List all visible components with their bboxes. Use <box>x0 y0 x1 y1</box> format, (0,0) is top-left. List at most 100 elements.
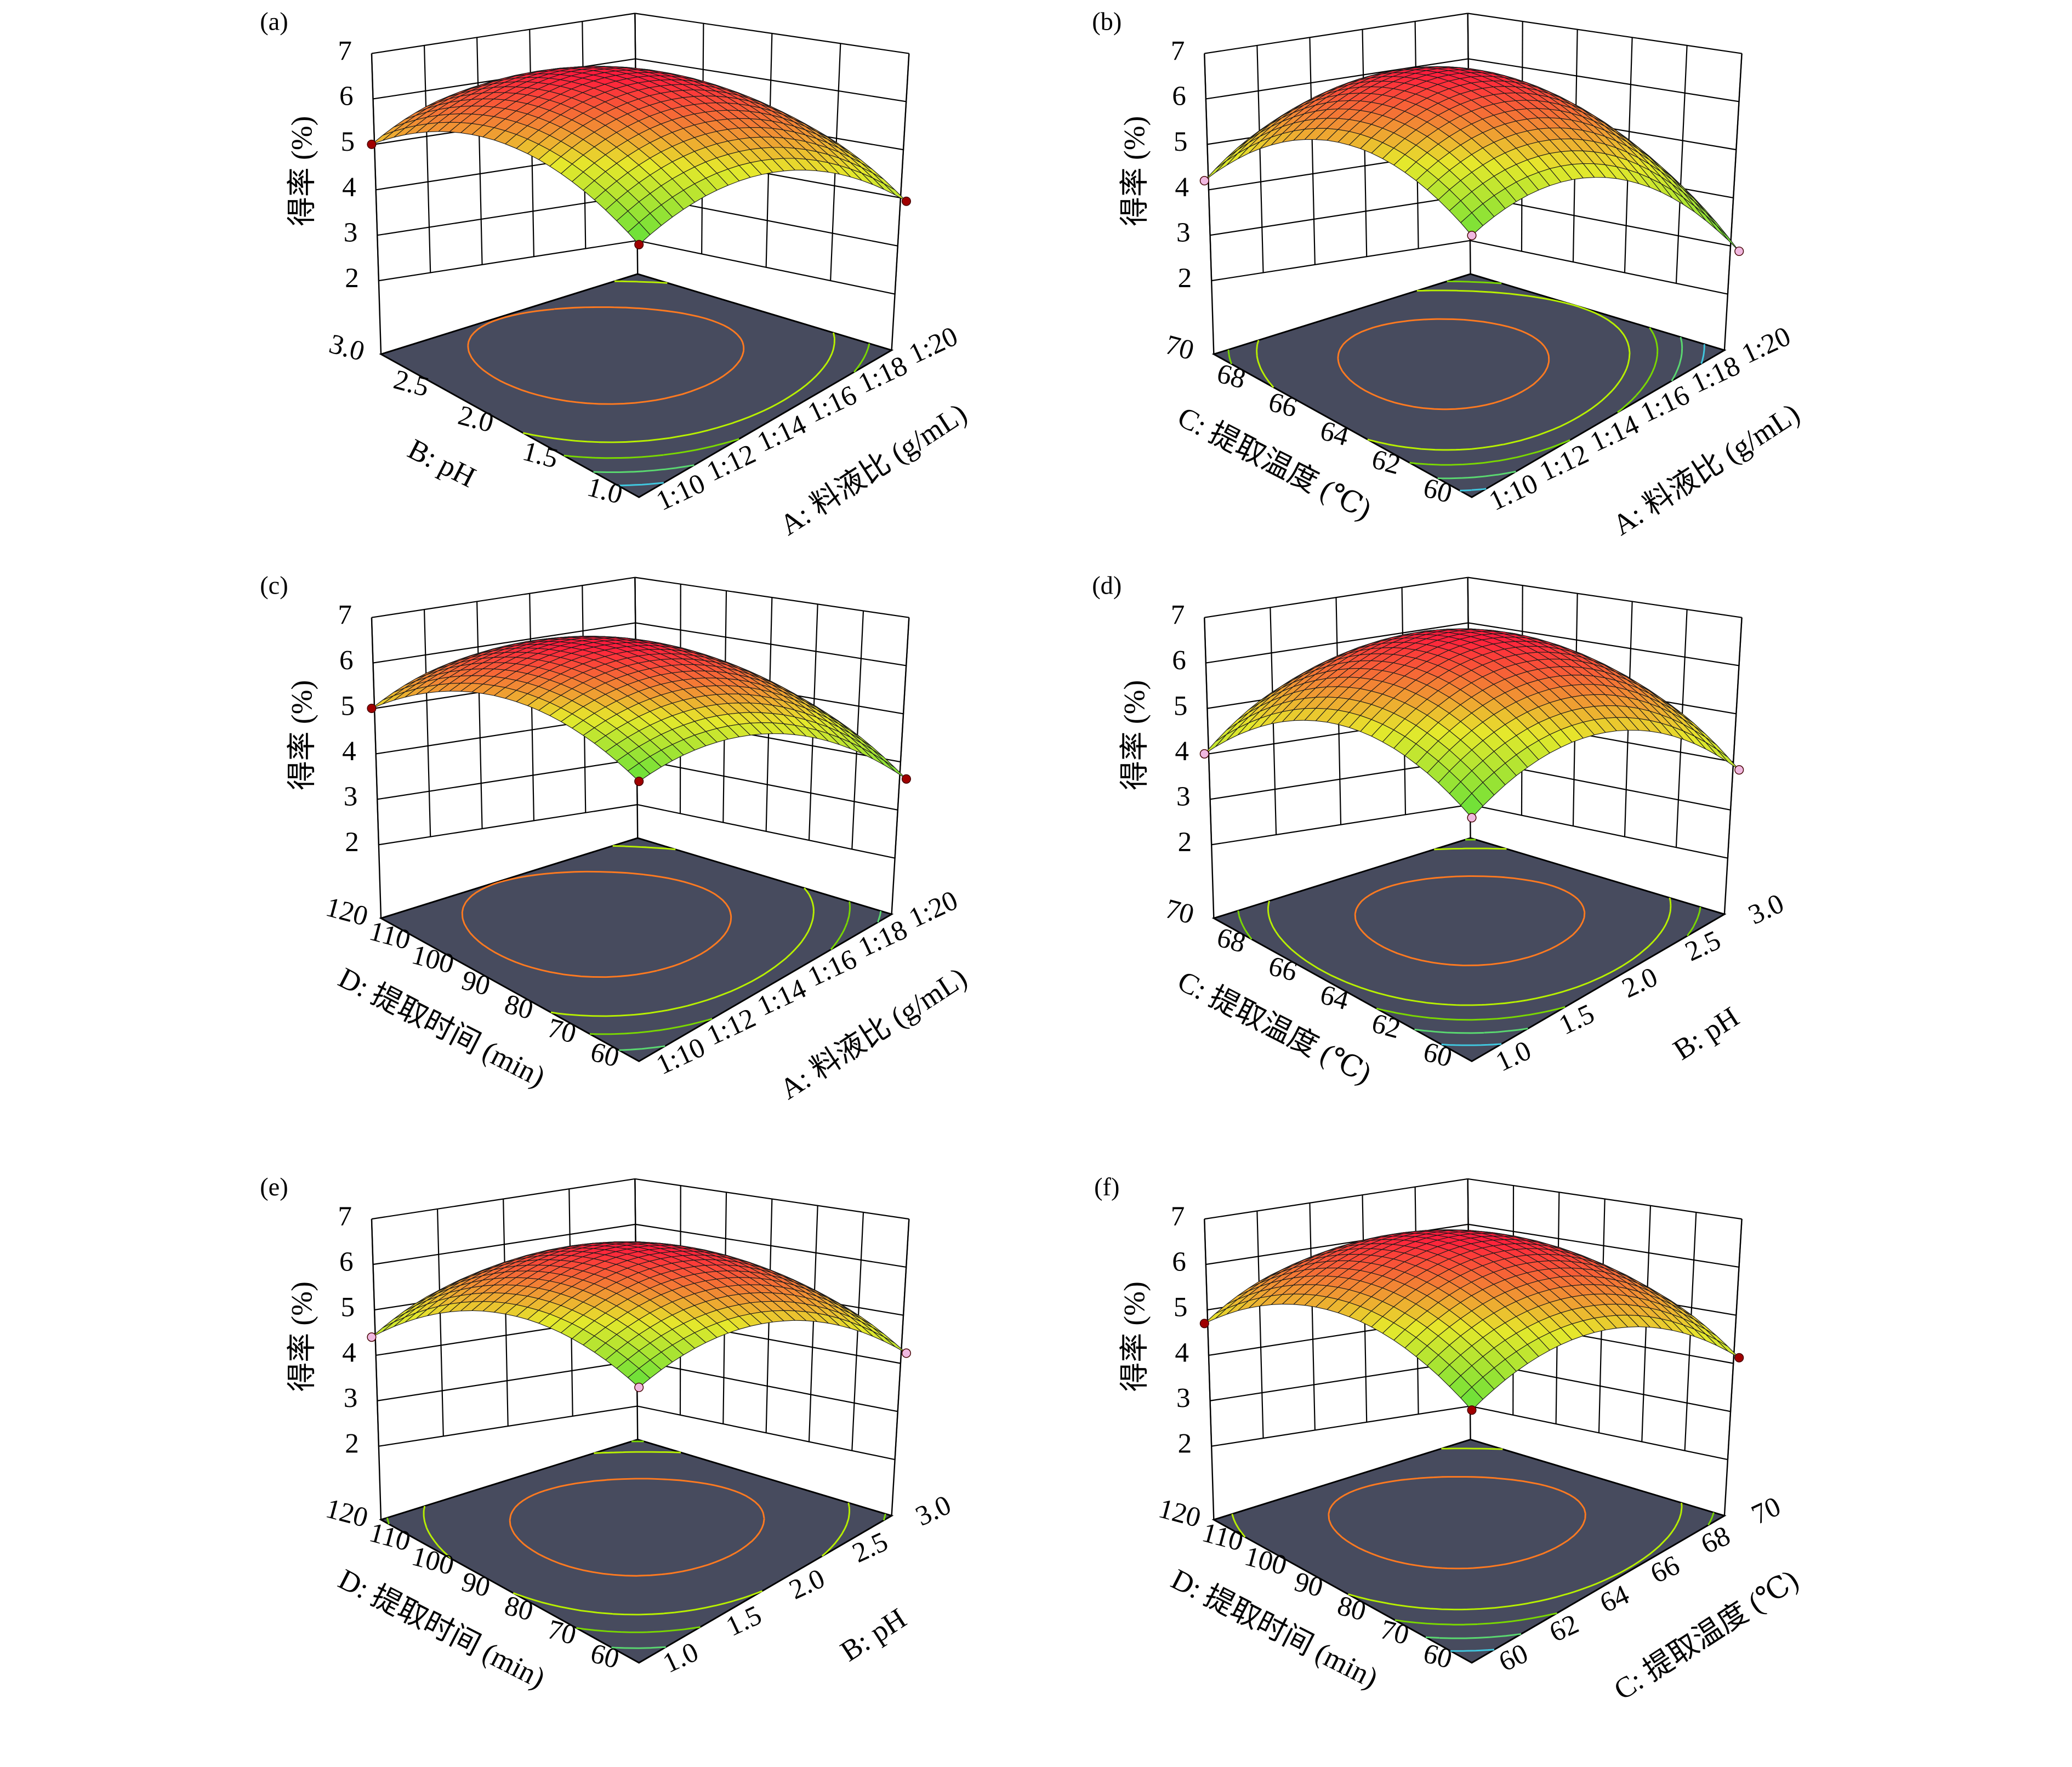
surface-cell <box>1216 153 1238 173</box>
left-axis-tick-label: 70 <box>1162 893 1197 930</box>
z-tick-label: 5 <box>341 690 355 721</box>
z-tick-label: 7 <box>338 35 352 66</box>
right-wall-vertical-gridline <box>809 1206 818 1442</box>
left-wall-gridline <box>379 805 637 845</box>
left-wall-gridline <box>1204 1179 1467 1219</box>
z-tick-label: 2 <box>345 827 359 858</box>
design-point-marker <box>1200 1319 1209 1328</box>
z-tick-label: 2 <box>345 1428 359 1459</box>
panel-label: (b) <box>1092 8 1122 36</box>
right-axis-tick-label: 3.0 <box>1744 888 1789 931</box>
left-axis-tick-label: 60 <box>1420 472 1455 509</box>
z-tick-label: 3 <box>344 217 358 248</box>
z-tick-label: 5 <box>341 1292 355 1323</box>
left-axis-tick-label: 60 <box>587 1036 622 1073</box>
left-axis-tick-label: 70 <box>544 1012 579 1050</box>
left-axis-tick-label: 68 <box>1214 357 1249 395</box>
design-point-marker <box>1467 1406 1476 1415</box>
left-axis-tick-label: 66 <box>1265 386 1300 424</box>
left-axis-tick-label: 90 <box>1291 1566 1326 1603</box>
z-tick-label: 3 <box>1176 781 1191 812</box>
z-tick-label: 2 <box>1178 1428 1192 1459</box>
left-wall-gridline <box>1204 13 1467 53</box>
left-axis-tick-label: 120 <box>322 891 371 932</box>
z-tick-label: 4 <box>342 736 356 767</box>
right-axis-title: A: 料液比 (g/mL) <box>1607 397 1806 542</box>
left-wall-gridline <box>379 241 637 281</box>
z-axis-title: 得率 (%) <box>285 116 318 226</box>
right-wall-gridline <box>1468 13 1742 53</box>
right-edge-line <box>1724 54 1742 350</box>
left-wall-vertical-gridline <box>477 601 482 829</box>
z-axis-title: 得率 (%) <box>285 1281 318 1392</box>
z-tick-label: 4 <box>342 1337 356 1369</box>
left-wall-gridline <box>1211 1406 1470 1446</box>
surface-cell <box>1706 215 1728 240</box>
panel-label: (a) <box>260 8 288 36</box>
left-axis-tick-label: 70 <box>1377 1614 1412 1651</box>
left-axis-tick-label: 70 <box>1162 329 1197 366</box>
right-edge-line <box>1724 1219 1742 1515</box>
panel-label: (e) <box>260 1173 288 1201</box>
left-wall-gridline <box>372 578 635 618</box>
z-tick-label: 7 <box>1171 599 1185 630</box>
z-tick-label: 6 <box>1172 81 1186 112</box>
z-tick-label: 7 <box>1171 1201 1185 1232</box>
left-axis-tick-label: 3.0 <box>326 328 368 368</box>
left-axis-tick-label: 90 <box>458 1566 493 1603</box>
left-axis-tick-label: 64 <box>1317 415 1352 452</box>
z-axis-title: 得率 (%) <box>1118 1281 1151 1392</box>
z-tick-label: 7 <box>338 1201 352 1232</box>
design-point-marker <box>367 1333 376 1342</box>
z-tick-label: 4 <box>1175 1337 1189 1369</box>
z-tick-label: 3 <box>344 1383 358 1414</box>
z-tick-label: 4 <box>342 172 356 203</box>
left-axis-tick-label: 62 <box>1369 1007 1404 1045</box>
left-wall-gridline <box>377 759 637 799</box>
design-point-marker <box>1735 247 1744 256</box>
right-axis-tick-label: 1:20 <box>1737 321 1796 370</box>
left-wall-vertical-gridline <box>437 1209 443 1437</box>
design-point-marker <box>1735 766 1744 774</box>
z-tick-label: 5 <box>1174 126 1188 157</box>
design-point-marker <box>635 1383 644 1392</box>
panel-label: (d) <box>1092 572 1122 600</box>
z-tick-label: 3 <box>344 781 358 812</box>
design-point-marker <box>1467 813 1476 822</box>
z-tick-label: 3 <box>1176 217 1191 248</box>
left-wall-vertical-gridline <box>1310 37 1314 265</box>
left-axis-tick-label: 60 <box>587 1638 622 1675</box>
panel-label: (c) <box>260 572 288 600</box>
z-tick-label: 6 <box>339 645 354 676</box>
left-wall-gridline <box>372 13 635 53</box>
left-axis-tick-label: 80 <box>502 988 537 1025</box>
left-axis-tick-label: 60 <box>1420 1036 1455 1073</box>
left-wall-vertical-gridline <box>1257 45 1263 273</box>
right-wall-gridline <box>1468 578 1742 618</box>
left-axis-tick-label: 62 <box>1369 443 1404 481</box>
right-axis-tick-label: 70 <box>1747 1491 1785 1531</box>
left-axis-tick-label: 68 <box>1214 922 1249 959</box>
left-axis-title: B: pH <box>403 432 481 494</box>
z-tick-label: 6 <box>339 1246 354 1278</box>
design-point-marker <box>1200 176 1209 185</box>
z-tick-label: 7 <box>338 599 352 630</box>
design-point-marker <box>367 704 376 713</box>
left-axis-tick-label: 60 <box>1420 1638 1455 1675</box>
z-axis-title: 得率 (%) <box>1118 680 1151 790</box>
left-wall-gridline <box>1211 241 1470 281</box>
z-tick-label: 2 <box>345 263 359 294</box>
left-axis-tick-label: 80 <box>502 1590 537 1627</box>
left-wall-vertical-gridline <box>424 45 430 273</box>
z-tick-label: 3 <box>1176 1383 1191 1414</box>
z-axis-title: 得率 (%) <box>1118 116 1151 226</box>
left-axis-tick-label: 120 <box>322 1492 371 1534</box>
design-point-marker <box>1467 231 1476 240</box>
z-tick-label: 5 <box>1174 1292 1188 1323</box>
